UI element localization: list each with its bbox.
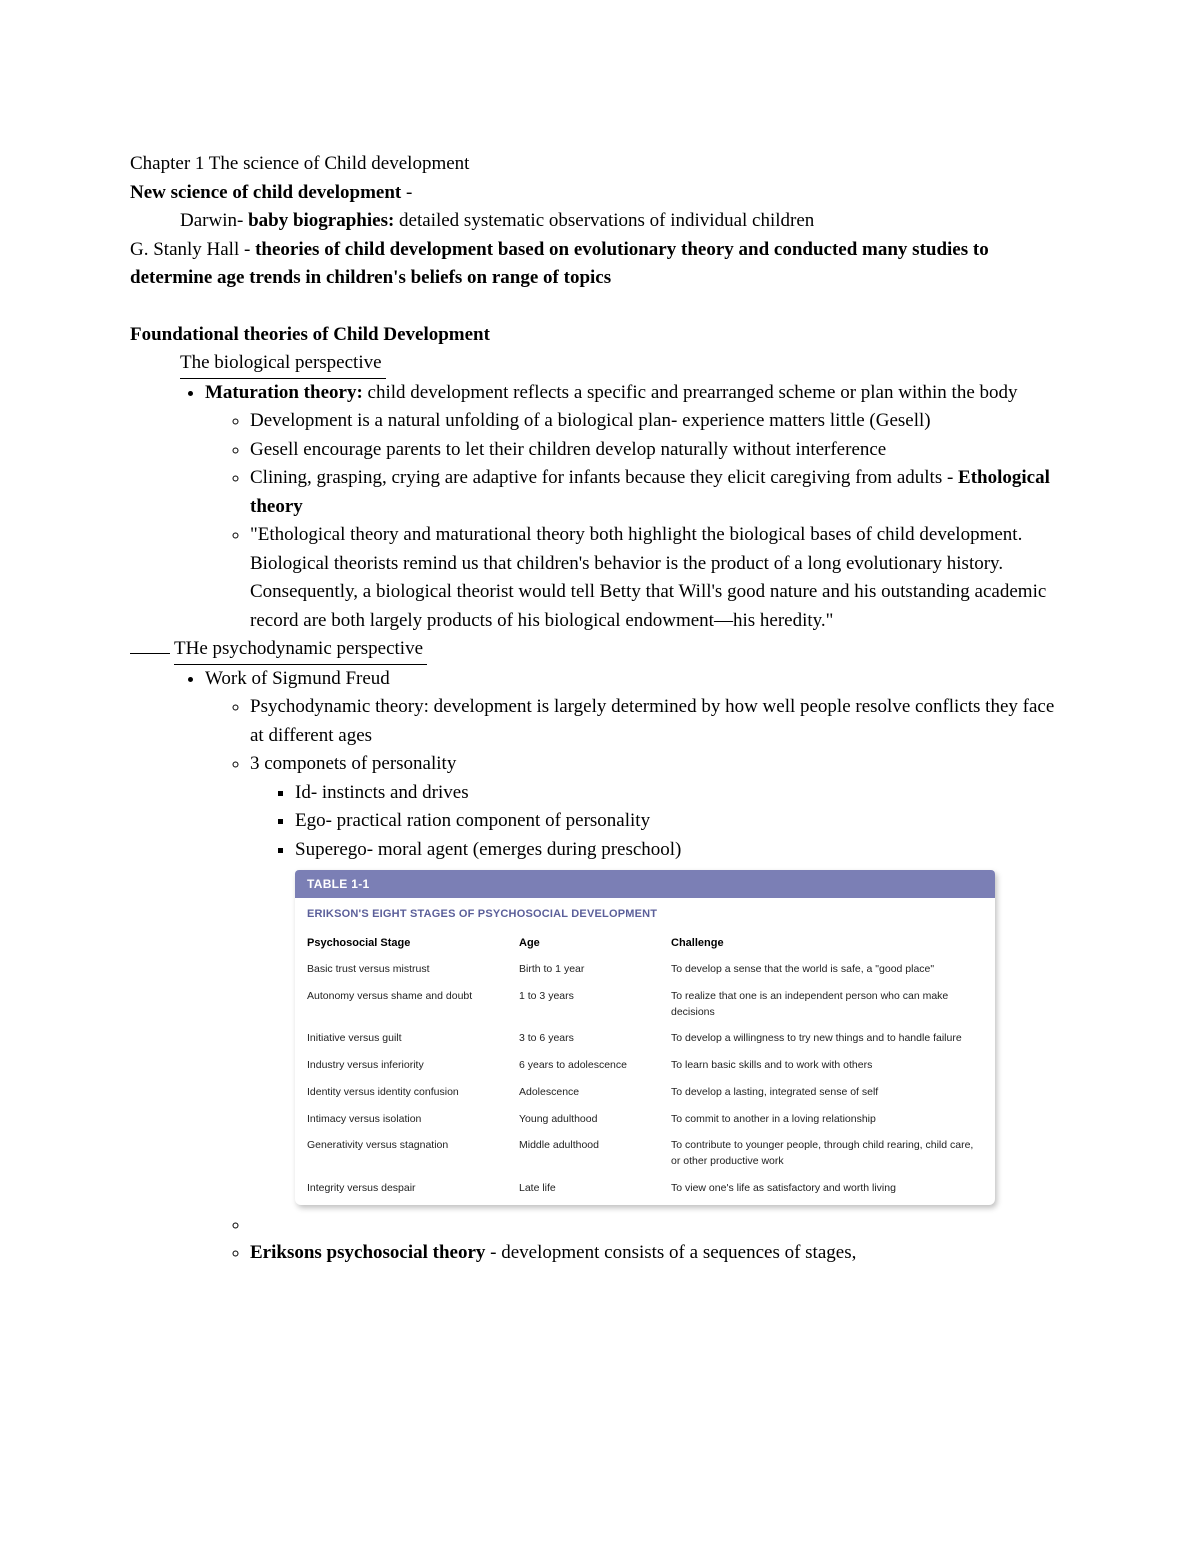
table-cell: 1 to 3 years bbox=[507, 986, 659, 1029]
line-darwin: Darwin- baby biographies: detailed syste… bbox=[130, 207, 1070, 236]
table-row: Integrity versus despairLate lifeTo view… bbox=[295, 1178, 995, 1205]
col-stage: Psychosocial Stage bbox=[295, 933, 507, 960]
leading-underline bbox=[130, 653, 170, 654]
table-cell: Intimacy versus isolation bbox=[295, 1109, 507, 1136]
table-cell: To develop a sense that the world is saf… bbox=[659, 959, 995, 986]
maturation-def: child development reflects a specific an… bbox=[363, 382, 1018, 403]
document-page: Chapter 1 The science of Child developme… bbox=[0, 0, 1200, 1553]
table-row: Intimacy versus isolationYoung adulthood… bbox=[295, 1109, 995, 1136]
maturation-term: Maturation theory: bbox=[205, 382, 363, 403]
freud-sublist: Psychodynamic theory: development is lar… bbox=[205, 693, 1070, 1268]
line-hall: G. Stanly Hall - theories of child devel… bbox=[130, 236, 1070, 293]
heading-dash: - bbox=[401, 182, 412, 203]
hall-prefix: G. Stanly Hall - bbox=[130, 239, 255, 260]
table-cell: To learn basic skills and to work with o… bbox=[659, 1055, 995, 1082]
subheading-biological: The biological perspective bbox=[130, 349, 1070, 379]
heading-new-science: New science of child development bbox=[130, 182, 401, 203]
table-cell: Identity versus identity confusion bbox=[295, 1082, 507, 1109]
erikson-table: TABLE 1-1 ERIKSON'S EIGHT STAGES OF PSYC… bbox=[295, 870, 995, 1205]
baby-biographies-term: baby biographies: bbox=[248, 210, 394, 231]
biological-list: Maturation theory: child development ref… bbox=[130, 379, 1070, 636]
table-row: Basic trust versus mistrustBirth to 1 ye… bbox=[295, 959, 995, 986]
table-cell: To realize that one is an independent pe… bbox=[659, 986, 995, 1029]
darwin-prefix: Darwin- bbox=[180, 210, 248, 231]
table-body: Psychosocial Stage Age Challenge Basic t… bbox=[295, 933, 995, 1205]
table-cell: Initiative versus guilt bbox=[295, 1028, 507, 1055]
maturation-item: Maturation theory: child development ref… bbox=[205, 379, 1070, 636]
erikson-term: Eriksons psychosocial theory bbox=[250, 1242, 485, 1263]
component-ego: Ego- practical ration component of perso… bbox=[295, 807, 1070, 836]
bio-sub-gesell2: Gesell encourage parents to let their ch… bbox=[250, 436, 1070, 465]
components-sublist: Id- instincts and drives Ego- practical … bbox=[250, 779, 1070, 865]
table-cell: To develop a lasting, integrated sense o… bbox=[659, 1082, 995, 1109]
baby-biographies-def: detailed systematic observations of indi… bbox=[394, 210, 814, 231]
table-cell: Generativity versus stagnation bbox=[295, 1135, 507, 1178]
freud-label: Work of Sigmund Freud bbox=[205, 668, 390, 689]
section-new-science: New science of child development - bbox=[130, 179, 1070, 208]
empty-bullet bbox=[250, 1211, 1070, 1240]
psychodynamic-list: Work of Sigmund Freud Psychodynamic theo… bbox=[130, 665, 1070, 1268]
table-title: ERIKSON'S EIGHT STAGES OF PSYCHOSOCIAL D… bbox=[295, 898, 995, 933]
psychodynamic-label: THe psychodynamic perspective bbox=[174, 635, 427, 665]
table-row: Initiative versus guilt3 to 6 yearsTo de… bbox=[295, 1028, 995, 1055]
table-cell: To contribute to younger people, through… bbox=[659, 1135, 995, 1178]
subheading-psychodynamic: THe psychodynamic perspective bbox=[130, 635, 1070, 665]
erikson-def: - development consists of a sequences of… bbox=[485, 1242, 856, 1263]
table-row: Identity versus identity confusionAdoles… bbox=[295, 1082, 995, 1109]
hall-theory: theories of child development based on e… bbox=[130, 239, 989, 289]
component-superego: Superego- moral agent (emerges during pr… bbox=[295, 836, 1070, 865]
table-cell: Young adulthood bbox=[507, 1109, 659, 1136]
table-cell: 6 years to adolescence bbox=[507, 1055, 659, 1082]
table-cell: Integrity versus despair bbox=[295, 1178, 507, 1205]
table-cell: Middle adulthood bbox=[507, 1135, 659, 1178]
col-age: Age bbox=[507, 933, 659, 960]
table-cell: Industry versus inferiority bbox=[295, 1055, 507, 1082]
spacer bbox=[130, 293, 1070, 321]
table-cell: To view one's life as satisfactory and w… bbox=[659, 1178, 995, 1205]
heading-foundational: Foundational theories of Child Developme… bbox=[130, 321, 1070, 350]
table-row: Industry versus inferiority6 years to ad… bbox=[295, 1055, 995, 1082]
table-cell: To develop a willingness to try new thin… bbox=[659, 1028, 995, 1055]
table-row: Generativity versus stagnationMiddle adu… bbox=[295, 1135, 995, 1178]
table-row: Autonomy versus shame and doubt1 to 3 ye… bbox=[295, 986, 995, 1029]
table-cell: Basic trust versus mistrust bbox=[295, 959, 507, 986]
biological-perspective-label: The biological perspective bbox=[180, 349, 386, 379]
component-id: Id- instincts and drives bbox=[295, 779, 1070, 808]
chapter-title: Chapter 1 The science of Child developme… bbox=[130, 150, 1070, 179]
col-challenge: Challenge bbox=[659, 933, 995, 960]
personality-components-label: 3 componets of personality bbox=[250, 753, 456, 774]
table-cell: Late life bbox=[507, 1178, 659, 1205]
personality-components-item: 3 componets of personality Id- instincts… bbox=[250, 750, 1070, 1205]
maturation-sublist: Development is a natural unfolding of a … bbox=[205, 407, 1070, 635]
table-cell: To commit to another in a loving relatio… bbox=[659, 1109, 995, 1136]
table-cell: Autonomy versus shame and doubt bbox=[295, 986, 507, 1029]
bio-sub-gesell1: Development is a natural unfolding of a … bbox=[250, 407, 1070, 436]
erikson-theory-item: Eriksons psychosocial theory - developme… bbox=[250, 1239, 1070, 1268]
bio-sub-quote: "Ethological theory and maturational the… bbox=[250, 521, 1070, 635]
table-header-bar: TABLE 1-1 bbox=[295, 870, 995, 898]
ethological-pre: Clining, grasping, crying are adaptive f… bbox=[250, 467, 958, 488]
table-cell: Birth to 1 year bbox=[507, 959, 659, 986]
bio-sub-ethological: Clining, grasping, crying are adaptive f… bbox=[250, 464, 1070, 521]
psychodynamic-theory-def: Psychodynamic theory: development is lar… bbox=[250, 693, 1070, 750]
table-cell: Adolescence bbox=[507, 1082, 659, 1109]
table-cell: 3 to 6 years bbox=[507, 1028, 659, 1055]
freud-item: Work of Sigmund Freud Psychodynamic theo… bbox=[205, 665, 1070, 1268]
